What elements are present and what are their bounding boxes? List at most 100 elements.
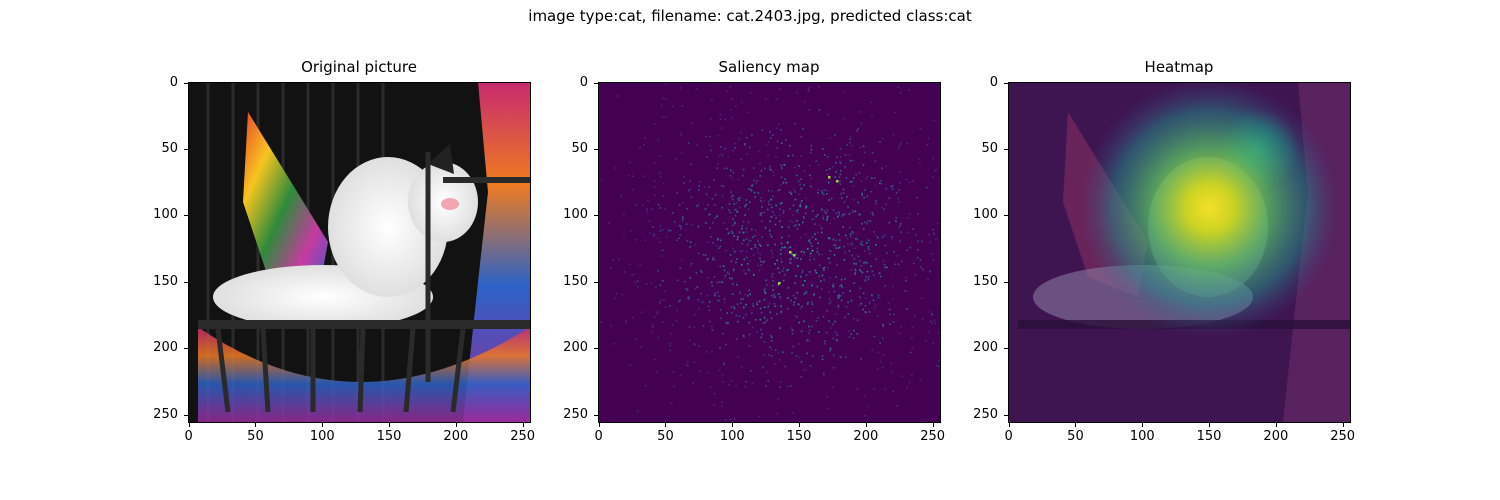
saliency-speck [848, 336, 851, 338]
saliency-speck [751, 228, 753, 231]
saliency-speck [601, 179, 603, 182]
saliency-speck [741, 227, 743, 230]
saliency-speck [807, 88, 810, 90]
x-tick-label: 200 [443, 429, 469, 444]
saliency-speck [675, 157, 677, 160]
saliency-speck [749, 91, 752, 94]
saliency-speck [872, 299, 875, 301]
saliency-speck [818, 331, 820, 333]
saliency-speck [777, 267, 779, 270]
saliency-speck [857, 304, 860, 307]
saliency-speck [889, 323, 891, 325]
saliency-speck [731, 116, 734, 119]
saliency-speck [764, 306, 766, 309]
x-tick-label: 50 [1067, 429, 1084, 444]
saliency-speck [809, 239, 811, 241]
saliency-speck [864, 305, 867, 307]
saliency-speck [734, 209, 736, 211]
saliency-speck [829, 350, 831, 352]
saliency-speck [811, 301, 813, 303]
saliency-speck [898, 146, 900, 149]
saliency-speck [772, 174, 775, 177]
saliency-speck [623, 233, 625, 236]
saliency-speck [867, 248, 870, 250]
saliency-speck [830, 197, 833, 200]
saliency-speck [697, 225, 700, 228]
saliency-speck [842, 226, 844, 228]
saliency-speck [803, 293, 806, 295]
saliency-speck [756, 331, 758, 333]
saliency-speck [821, 227, 823, 230]
saliency-speck [724, 147, 726, 150]
saliency-speck [652, 226, 654, 228]
saliency-speck [708, 186, 710, 188]
saliency-speck [659, 175, 662, 178]
saliency-speck [932, 342, 935, 345]
saliency-speck [886, 266, 888, 269]
saliency-speck [780, 184, 782, 186]
saliency-speck [935, 169, 938, 171]
saliency-speck [850, 333, 853, 335]
saliency-speck [865, 261, 867, 263]
saliency-speck [714, 217, 716, 219]
saliency-speck [659, 284, 662, 287]
saliency-speck [833, 237, 835, 240]
saliency-speck [823, 189, 826, 191]
saliency-speck [732, 224, 734, 227]
x-tick-label: 250 [920, 429, 946, 444]
saliency-speck [780, 311, 783, 314]
saliency-speck [863, 151, 866, 154]
saliency-speck [653, 180, 656, 182]
saliency-speck [806, 303, 809, 305]
saliency-speck [931, 313, 934, 315]
saliency-speck [706, 276, 709, 279]
saliency-speck [842, 90, 845, 93]
saliency-speck [884, 388, 887, 390]
saliency-speck [652, 233, 654, 236]
saliency-speck [892, 298, 894, 301]
saliency-speck [791, 253, 794, 256]
saliency-speck [864, 414, 867, 417]
saliency-speck [780, 381, 782, 383]
saliency-speck [794, 198, 797, 201]
saliency-speck [690, 241, 692, 243]
saliency-speck [761, 206, 763, 208]
saliency-speck [857, 127, 860, 130]
x-tick-label: 200 [1263, 429, 1289, 444]
saliency-speck [665, 116, 667, 118]
saliency-speck [660, 255, 663, 257]
saliency-speck [891, 238, 893, 241]
saliency-speck [835, 276, 837, 278]
x-tick-label: 100 [719, 429, 745, 444]
saliency-speck [779, 327, 781, 329]
saliency-speck [752, 274, 755, 276]
saliency-speck [690, 262, 693, 265]
saliency-speck [752, 167, 755, 169]
saliency-speck [786, 308, 789, 310]
saliency-speck [683, 182, 685, 185]
suptitle: image type:cat, filename: cat.2403.jpg, … [528, 7, 972, 25]
saliency-speck [853, 258, 856, 260]
saliency-speck [817, 242, 819, 244]
saliency-speck [871, 211, 874, 214]
saliency-speck [768, 229, 771, 232]
saliency-speck [905, 178, 908, 181]
saliency-speck [918, 158, 921, 161]
saliency-speck [789, 208, 791, 210]
saliency-speck [654, 194, 656, 197]
x-tick-label: 50 [247, 429, 264, 444]
saliency-speck [839, 285, 841, 287]
saliency-speck [674, 221, 676, 223]
saliency-speck [813, 293, 815, 295]
saliency-speck [919, 379, 922, 381]
saliency-speck [804, 234, 807, 236]
saliency-speck [743, 239, 745, 242]
saliency-speck [664, 208, 666, 210]
saliency-speck [760, 212, 762, 215]
saliency-speck [736, 211, 739, 213]
saliency-peak [789, 251, 792, 254]
saliency-speck [614, 297, 616, 300]
saliency-speck [734, 214, 737, 217]
saliency-speck [764, 292, 767, 295]
saliency-speck [823, 269, 825, 271]
